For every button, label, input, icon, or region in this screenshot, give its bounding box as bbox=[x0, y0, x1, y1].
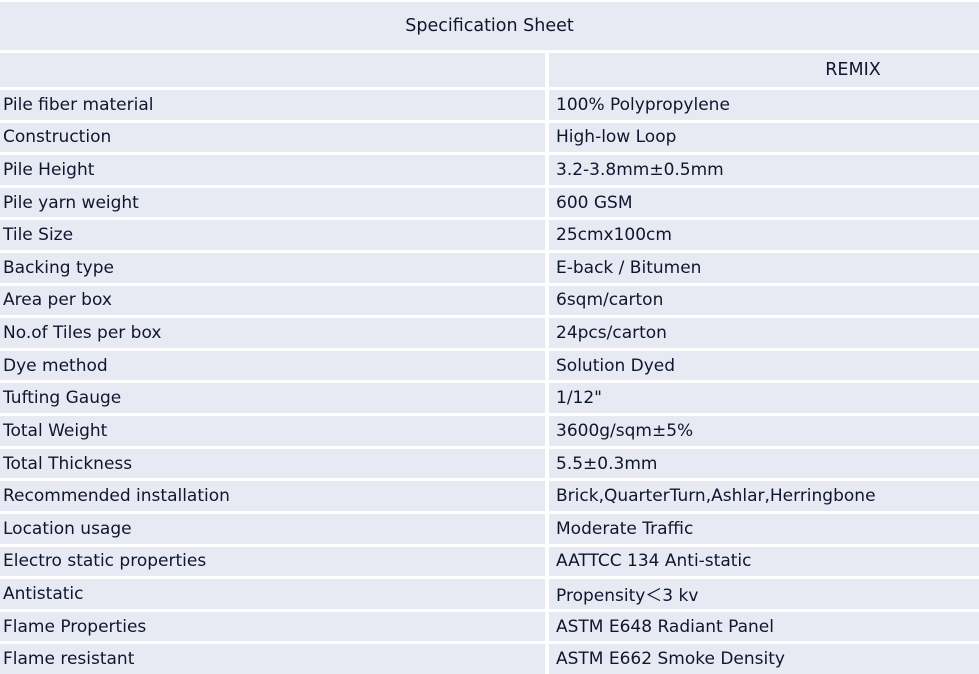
spec-value: 3600g/sqm±5% bbox=[549, 416, 979, 446]
spec-label: No.of Tiles per box bbox=[0, 318, 545, 348]
spec-value: 24pcs/carton bbox=[549, 318, 979, 348]
spec-label: Pile yarn weight bbox=[0, 187, 545, 218]
spec-value: Moderate Traffic bbox=[549, 513, 979, 544]
spec-label: Backing type bbox=[0, 253, 545, 283]
spec-label: Location usage bbox=[0, 513, 545, 544]
spec-label: Construction bbox=[0, 122, 545, 153]
spec-value: Brick,QuarterTurn,Ashlar,Herringbone bbox=[549, 481, 979, 511]
spec-value: Propensity＜3 kv bbox=[549, 579, 979, 609]
spec-value: 600 GSM bbox=[549, 187, 979, 218]
spec-label: Antistatic bbox=[0, 579, 545, 609]
spec-label: Flame Properties bbox=[0, 611, 545, 642]
spec-value: ASTM E648 Radiant Panel bbox=[549, 611, 979, 642]
spec-label: Recommended installation bbox=[0, 481, 545, 511]
spec-value: Solution Dyed bbox=[549, 350, 979, 381]
header-product-name: REMIX bbox=[549, 53, 979, 87]
spec-label: Total Thickness bbox=[0, 448, 545, 479]
spec-label: Flame resistant bbox=[0, 644, 545, 674]
spec-label: Pile fiber material bbox=[0, 90, 545, 120]
spec-label: Pile Height bbox=[0, 155, 545, 185]
header-label-cell bbox=[0, 53, 545, 87]
spec-value: 6sqm/carton bbox=[549, 285, 979, 316]
spec-label: Tufting Gauge bbox=[0, 383, 545, 414]
spec-label: Total Weight bbox=[0, 416, 545, 446]
spec-value: ASTM E662 Smoke Density bbox=[549, 644, 979, 674]
spec-label: Tile Size bbox=[0, 220, 545, 251]
spec-label: Area per box bbox=[0, 285, 545, 316]
spec-value: 100% Polypropylene bbox=[549, 90, 979, 120]
spec-value: High-low Loop bbox=[549, 122, 979, 153]
page-title: Specification Sheet bbox=[0, 2, 979, 50]
spec-value: 1/12" bbox=[549, 383, 979, 414]
spec-value: 5.5±0.3mm bbox=[549, 448, 979, 479]
spec-value: 25cmx100cm bbox=[549, 220, 979, 251]
spec-value: AATTCC 134 Anti-static bbox=[549, 546, 979, 577]
spec-value: E-back / Bitumen bbox=[549, 253, 979, 283]
spec-label: Dye method bbox=[0, 350, 545, 381]
spec-value: 3.2-3.8mm±0.5mm bbox=[549, 155, 979, 185]
spec-label: Electro static properties bbox=[0, 546, 545, 577]
